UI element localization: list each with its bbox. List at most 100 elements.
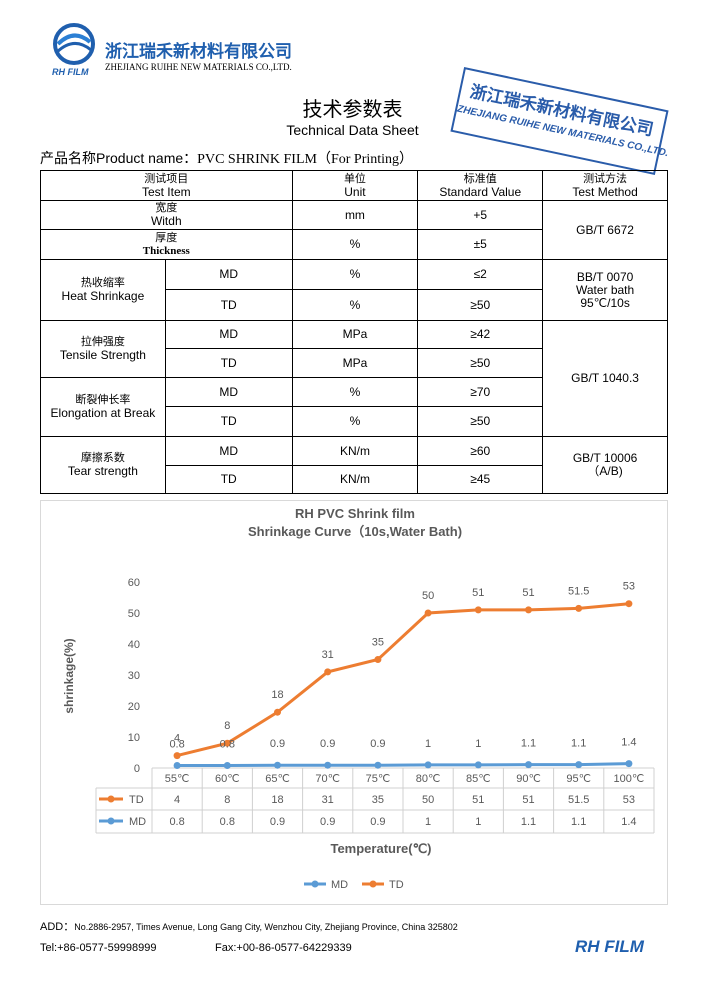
data-label: 53 [623, 581, 635, 593]
table-cell: 拉伸强度 [80, 336, 125, 348]
table-legend-marker [107, 817, 115, 825]
table-cell: 热收缩率 [80, 277, 125, 289]
data-label: 1.4 [621, 737, 636, 749]
table-cell: ≥50 [417, 406, 544, 437]
data-label: 35 [372, 637, 384, 649]
table-value: 1.1 [521, 816, 536, 828]
table-cell: KN/m [291, 436, 419, 466]
legend-label: TD [389, 879, 404, 891]
point [474, 761, 482, 769]
table-cell: TD [164, 348, 293, 378]
table-value: 53 [623, 794, 635, 806]
doc-title: 技术参数表 [302, 99, 403, 121]
table-value: 4 [174, 794, 180, 806]
table-cell: 测试方法 Test Method [542, 170, 668, 201]
table-cell: Tear strength [67, 464, 138, 478]
table-cell: Witdh [150, 214, 182, 228]
table-value: 51 [522, 794, 534, 806]
point [223, 739, 231, 747]
table-cell: ≥45 [417, 465, 544, 494]
point [324, 668, 332, 676]
fax: Fax:+00-86-0577-64229339 [215, 942, 352, 954]
point [474, 606, 482, 614]
table-legend-label: MD [129, 816, 146, 828]
table-cell: GB/T 10006 （A/B) [542, 436, 668, 494]
point [424, 761, 432, 769]
table-cell: MD [164, 259, 293, 290]
data-label: 18 [271, 689, 283, 701]
table-cell: MPa [291, 320, 419, 349]
table-value: 1.4 [621, 816, 636, 828]
table-cell: 标准值 [463, 172, 497, 185]
table-cell: 测试项目 Test Item [40, 170, 293, 201]
table-cell: BB/T 0070 [576, 269, 634, 284]
y-tick-label: 50 [128, 608, 140, 620]
data-label: 4 [174, 733, 180, 745]
data-label: 0.8 [169, 739, 184, 751]
doc-subtitle: Technical Data Sheet [286, 122, 419, 138]
point [575, 604, 583, 612]
table-value: 1 [425, 816, 431, 828]
table-value: 51.5 [568, 794, 589, 806]
chart-subtitle: Shrinkage Curve（10s,Water Bath) [248, 524, 462, 539]
data-label: 1 [425, 738, 431, 750]
company-cn: 浙江瑞禾新材料有限公司 [105, 42, 292, 61]
table-cell: mm [291, 200, 419, 230]
table-cell: Heat Shrinkage [61, 289, 145, 303]
point [374, 656, 382, 663]
table-cell: ≥70 [417, 377, 544, 407]
y-tick-label: 20 [128, 701, 140, 713]
point [625, 600, 633, 608]
table-value: 0.9 [320, 816, 335, 828]
series-line [177, 762, 629, 768]
table-cell: KN/m [291, 465, 419, 494]
table-cell: Standard Value [439, 184, 522, 199]
table-value: 0.8 [169, 816, 184, 828]
table-cell: ≥50 [417, 348, 544, 378]
table-value: 1.1 [571, 816, 586, 828]
point [374, 761, 382, 769]
point [274, 708, 281, 716]
legend-marker [311, 880, 319, 888]
x-tick-label: 65℃ [265, 773, 290, 785]
x-tick-label: 85℃ [466, 773, 491, 785]
table-cell: 标准值 Standard Value [417, 170, 544, 201]
product-label: 产品名称Product name： [40, 150, 198, 166]
table-value: 0.9 [370, 816, 385, 828]
point [223, 762, 231, 770]
table-cell: Test Item [141, 184, 191, 199]
data-label: 51.5 [568, 585, 589, 597]
logo: RH FILM [52, 23, 95, 77]
data-label: 0.9 [270, 738, 285, 750]
table-cell: 单位 [343, 172, 366, 185]
table-cell: 热收缩率 Heat Shrinkage [40, 259, 166, 321]
data-label: 1.1 [571, 738, 586, 750]
product-line: 产品名称Product name：PVC SHRINK FILM（For Pri… [40, 148, 413, 168]
table-cell: MD [164, 377, 293, 407]
brand: RH FILM [575, 937, 644, 956]
data-label: 1.1 [521, 738, 536, 750]
table-cell: ≤2 [417, 259, 544, 290]
point [424, 609, 432, 617]
table-cell: % [291, 229, 419, 260]
table-cell: 厚度 [155, 231, 178, 244]
table-cell: GB/T 6672 [542, 200, 668, 260]
table-cell: 摩擦系数 Tear strength [40, 436, 166, 494]
table-cell: Thickness [142, 244, 190, 257]
company-en: ZHEJIANG RUIHE NEW MATERIALS CO.,LTD. [105, 62, 292, 72]
table-value: 18 [271, 794, 283, 806]
chart-title: RH PVC Shrink film [295, 506, 415, 521]
address-text: No.2886-2957, Times Avenue, Long Gang Ci… [74, 922, 458, 932]
table-value: 8 [224, 794, 230, 806]
y-tick-label: 0 [134, 763, 140, 775]
address: ADD：No.2886-2957, Times Avenue, Long Gan… [40, 918, 458, 934]
x-tick-label: 100℃ [614, 773, 645, 785]
table-cell: Water bath [575, 282, 635, 297]
table-cell: Elongation at Break [50, 406, 156, 420]
y-tick-label: 60 [128, 577, 140, 589]
table-cell: MD [164, 436, 293, 466]
chart: RH PVC Shrink film Shrinkage Curve（10s,W… [40, 500, 668, 905]
table-cell: GB/T 1040.3 [542, 320, 668, 437]
spec-table: 测试项目 Test Item 单位 Unit 标准值 Standard Value 测试方法… [40, 170, 668, 494]
